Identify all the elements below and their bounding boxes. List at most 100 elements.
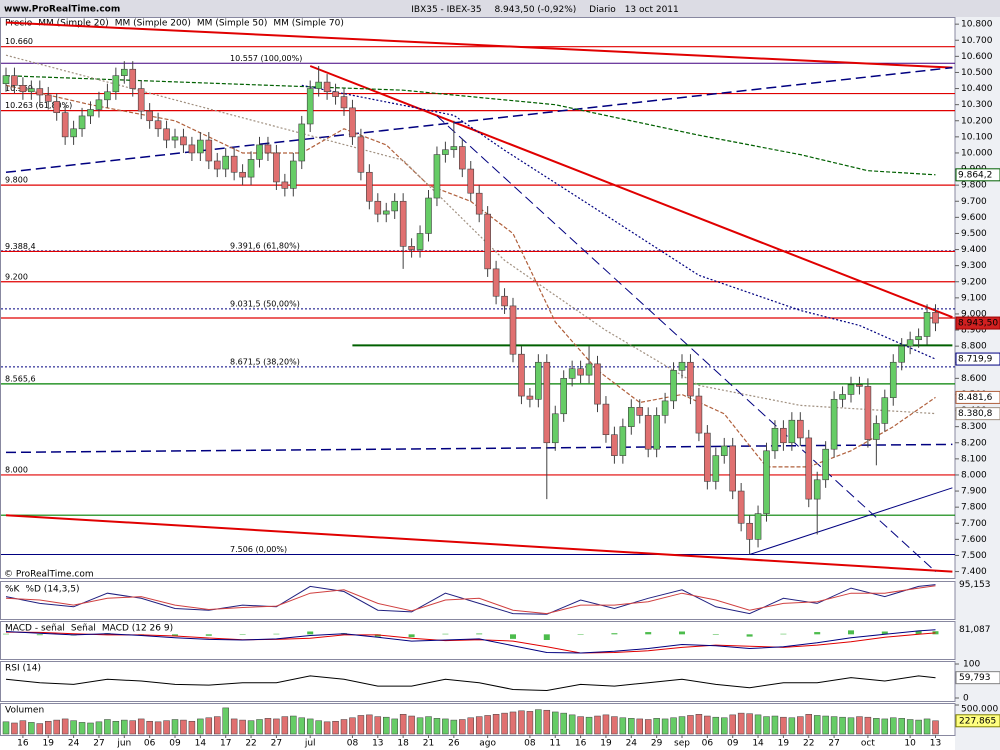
x-tick-label: 14 bbox=[195, 739, 207, 749]
candle-body bbox=[771, 427, 779, 452]
indicator-line bbox=[5, 585, 936, 615]
macd-bar bbox=[780, 633, 787, 635]
candle-body bbox=[357, 136, 365, 173]
y-tick-label: 8.100 bbox=[961, 454, 987, 464]
x-tick-label: 14 bbox=[752, 739, 764, 749]
candle-body bbox=[475, 192, 483, 215]
y-tick-label: 10.800 bbox=[961, 20, 993, 30]
level-label: 8.000 bbox=[5, 465, 28, 474]
volume-bar bbox=[780, 716, 787, 735]
x-tick-label: 18 bbox=[397, 739, 409, 749]
volume-bar bbox=[11, 722, 18, 735]
volume-bar bbox=[36, 723, 44, 735]
y-tick-label: 7.600 bbox=[961, 535, 987, 545]
volume-bar bbox=[70, 720, 77, 735]
volume-bar bbox=[890, 717, 897, 735]
x-tick-label: 24 bbox=[68, 739, 80, 749]
candle-body bbox=[568, 368, 576, 379]
volume-bar bbox=[704, 715, 711, 735]
macd-bar bbox=[172, 634, 178, 637]
panel-frame bbox=[0, 581, 956, 620]
volume-bar bbox=[104, 719, 111, 735]
panel-title: Señal bbox=[71, 624, 96, 634]
y-tick-label: 10.700 bbox=[961, 36, 993, 46]
candle-body bbox=[154, 120, 162, 130]
candle-body bbox=[399, 200, 407, 247]
volume-bar bbox=[87, 722, 94, 735]
candle-body bbox=[873, 423, 880, 440]
watermark: www.ProRealTime.com bbox=[4, 5, 120, 15]
candle-body bbox=[889, 361, 897, 398]
x-tick-label: 22 bbox=[245, 739, 256, 749]
x-tick-label: 19 bbox=[778, 739, 790, 749]
volume-bar bbox=[509, 711, 517, 735]
candle-body bbox=[661, 400, 669, 416]
panel-frame bbox=[0, 661, 956, 702]
volume-bar bbox=[171, 719, 179, 735]
volume-bar bbox=[628, 718, 635, 735]
y-tick-label: 9.700 bbox=[961, 197, 987, 207]
volume-bar bbox=[813, 715, 821, 735]
volume-bar bbox=[28, 722, 35, 735]
volume-bar bbox=[45, 720, 52, 735]
volume-bar bbox=[399, 714, 407, 735]
candle-body bbox=[754, 513, 762, 540]
candle-body bbox=[670, 370, 677, 402]
candle-body bbox=[11, 75, 18, 86]
macd-bar bbox=[307, 631, 314, 635]
candle-body bbox=[526, 395, 534, 400]
x-tick-label: 06 bbox=[144, 739, 156, 749]
candle-body bbox=[932, 312, 939, 324]
candle-body bbox=[915, 336, 922, 341]
panel-title: Volumen bbox=[5, 706, 44, 716]
volume-bar bbox=[501, 712, 508, 735]
x-tick-label: 19 bbox=[43, 739, 55, 749]
candle-body bbox=[53, 101, 61, 114]
candle-body bbox=[484, 213, 491, 270]
volume-bar bbox=[492, 714, 500, 735]
volume-bar bbox=[661, 718, 669, 735]
candle-body bbox=[273, 152, 280, 183]
candle-body bbox=[87, 109, 94, 117]
y-tick-label: 7.400 bbox=[961, 567, 987, 577]
candle-body bbox=[382, 210, 390, 215]
macd-bar bbox=[712, 634, 719, 635]
volume-bar bbox=[450, 719, 458, 735]
macd-bar bbox=[442, 633, 449, 635]
level-label: 8.565,6 bbox=[5, 374, 36, 383]
volume-bar bbox=[915, 719, 922, 735]
volume-bar bbox=[433, 718, 441, 735]
x-tick-label: 16 bbox=[17, 739, 29, 749]
macd-bar bbox=[932, 631, 939, 635]
last-value-label: 8.719,9 bbox=[958, 355, 993, 365]
candle-body bbox=[433, 154, 441, 199]
x-tick-label: 27 bbox=[271, 739, 282, 749]
volume-bar bbox=[323, 721, 331, 735]
y-tick-label: 10.400 bbox=[961, 84, 993, 94]
volume-bar bbox=[239, 719, 246, 735]
candle-body bbox=[36, 88, 44, 96]
volume-bar bbox=[53, 719, 60, 735]
volume-bar bbox=[459, 719, 466, 735]
candle-body bbox=[611, 434, 618, 456]
trend-line bbox=[436, 115, 936, 572]
candle-body bbox=[543, 361, 551, 444]
candle-body bbox=[213, 160, 221, 170]
x-tick-label: 17 bbox=[220, 739, 231, 749]
y-tick-label: 10.600 bbox=[961, 52, 993, 62]
macd-bar bbox=[915, 630, 922, 635]
x-tick-label: 29 bbox=[651, 739, 663, 749]
volume-bar bbox=[636, 718, 643, 735]
candle-body bbox=[171, 136, 179, 141]
candle-body bbox=[340, 96, 348, 109]
volume-bar bbox=[247, 720, 255, 735]
trend-line bbox=[749, 487, 953, 555]
candle-body bbox=[95, 99, 103, 110]
candle-body bbox=[61, 112, 69, 138]
volume-bar bbox=[264, 718, 272, 735]
x-tick-label: 13 bbox=[930, 739, 941, 749]
level-label: 8.671,5 (38,20%) bbox=[230, 357, 300, 366]
volume-bar bbox=[746, 713, 753, 735]
header-bar bbox=[0, 0, 1000, 17]
